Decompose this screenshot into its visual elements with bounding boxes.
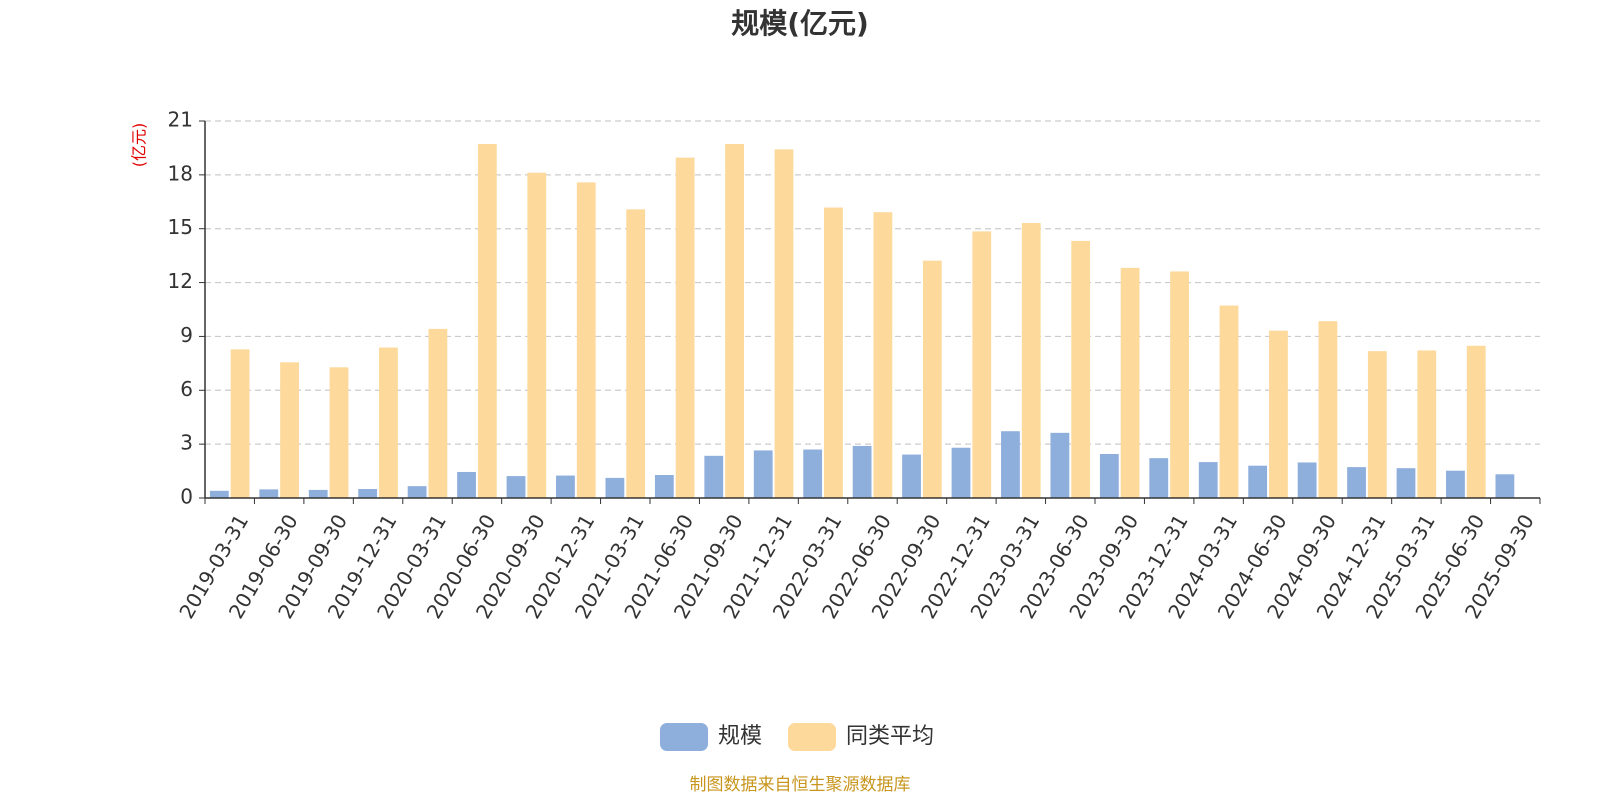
legend-swatch (660, 723, 708, 751)
bar-peer-average (527, 172, 547, 498)
bar-scale (457, 471, 476, 498)
x-axis-ticks: 2019-03-312019-06-302019-09-302019-12-31… (174, 498, 1541, 623)
bar-scale (1446, 470, 1465, 498)
bar-peer-average (280, 362, 299, 498)
bar-peer-average (1269, 330, 1288, 498)
bar-scale (1297, 462, 1317, 498)
bar-peer-average (329, 367, 349, 498)
axes (204, 121, 1540, 499)
bar-peer-average (725, 143, 744, 498)
chart-title: 规模(亿元) (731, 7, 869, 40)
bar-scale (654, 475, 674, 498)
y-axis-ticks: 0 3 6 9 12 15 18 21 (168, 108, 205, 509)
bar-scale (556, 475, 575, 498)
bar-peer-average (922, 260, 942, 498)
bar-scale (852, 445, 872, 498)
bar-peer-average (972, 231, 992, 498)
bar-scale (1198, 462, 1218, 498)
legend-swatch (788, 723, 836, 751)
bar-peer-average (675, 157, 695, 498)
bar-scale (407, 486, 427, 498)
bar-scale (1347, 467, 1366, 498)
legend: 规模 同类平均 (660, 723, 934, 751)
y-tick-label: 18 (168, 161, 193, 185)
bar-peer-average (1318, 321, 1338, 498)
bar-peer-average (477, 143, 497, 498)
bar-peer-average (1219, 305, 1239, 498)
bar-scale (1099, 454, 1119, 498)
bar-peer-average (824, 207, 843, 499)
bar-peer-average (774, 149, 794, 499)
bar-peer-average (1120, 267, 1140, 498)
bar-peer-average (1367, 351, 1387, 498)
bar-peer-average (873, 212, 893, 498)
bar-scale (1248, 465, 1268, 498)
y-axis-unit-label: (亿元) (130, 123, 149, 168)
bar-scale (1001, 431, 1020, 498)
bar-scale (1396, 468, 1416, 498)
y-tick-label: 3 (180, 431, 193, 455)
bar-scale (1495, 474, 1515, 498)
y-tick-label: 12 (168, 269, 193, 293)
bar-peer-average (626, 209, 646, 498)
bar-scale (358, 489, 378, 498)
bar-scale (506, 476, 526, 498)
bar-scale (753, 450, 773, 498)
bar-peer-average (379, 347, 398, 498)
legend-label: 规模 (718, 724, 762, 749)
bar-scale (704, 455, 724, 498)
bar-scale (259, 489, 279, 498)
bar-scale (1149, 458, 1169, 498)
y-tick-label: 9 (180, 323, 193, 347)
y-tick-label: 21 (168, 108, 193, 132)
bar-peer-average (1417, 350, 1437, 498)
bar-scale (209, 490, 229, 498)
bar-scale (902, 454, 921, 498)
bar-scale (1050, 432, 1070, 498)
y-tick-label: 0 (180, 485, 193, 509)
bars (209, 143, 1515, 499)
bar-scale (951, 447, 971, 498)
bar-peer-average (1170, 271, 1189, 498)
y-tick-label: 6 (180, 377, 193, 401)
bar-scale (605, 477, 625, 498)
bar-scale (803, 449, 823, 498)
bar-scale (308, 489, 328, 498)
grid-lines (205, 120, 1540, 445)
legend-label: 同类平均 (846, 724, 934, 749)
data-source-note: 制图数据来自恒生聚源数据库 (690, 775, 911, 795)
y-tick-label: 15 (168, 215, 193, 239)
bar-peer-average (1071, 240, 1091, 498)
bar-peer-average (576, 182, 596, 498)
bar-peer-average (230, 349, 250, 498)
bar-peer-average (1021, 222, 1041, 498)
bar-peer-average (1466, 345, 1486, 498)
bar-peer-average (428, 328, 448, 498)
